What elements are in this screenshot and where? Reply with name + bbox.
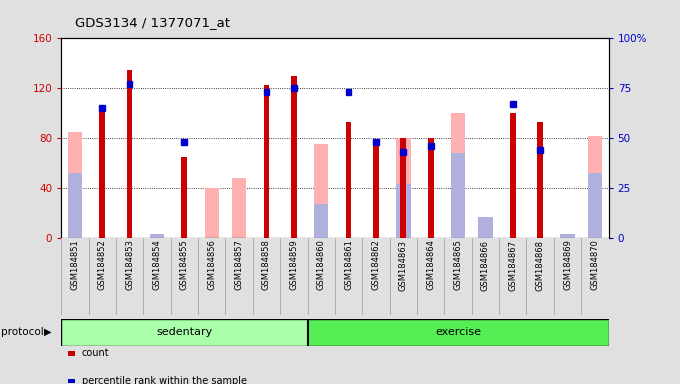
Bar — [373, 139, 379, 146]
Text: GSM184855: GSM184855 — [180, 240, 189, 290]
Text: GSM184857: GSM184857 — [235, 240, 243, 290]
Bar — [445, 238, 472, 315]
Text: GSM184864: GSM184864 — [426, 240, 435, 290]
Bar — [373, 142, 379, 238]
Text: GSM184862: GSM184862 — [371, 240, 380, 290]
Text: GSM184863: GSM184863 — [399, 240, 408, 291]
Bar — [198, 238, 226, 315]
Text: GSM184852: GSM184852 — [98, 240, 107, 290]
Text: GSM184869: GSM184869 — [563, 240, 572, 290]
Text: GSM184858: GSM184858 — [262, 240, 271, 290]
Text: GSM184854: GSM184854 — [152, 240, 161, 290]
Bar — [478, 223, 492, 238]
Bar — [581, 238, 609, 315]
Bar — [61, 238, 88, 315]
Bar — [499, 238, 526, 315]
Text: GSM184861: GSM184861 — [344, 240, 353, 290]
Bar — [510, 101, 515, 108]
Bar — [291, 85, 296, 91]
Bar — [205, 188, 219, 238]
Bar — [588, 173, 602, 238]
Bar — [396, 138, 411, 238]
Text: GSM184860: GSM184860 — [317, 240, 326, 290]
Bar — [362, 238, 390, 315]
Text: GSM184865: GSM184865 — [454, 240, 462, 290]
Bar — [99, 105, 105, 111]
Bar — [554, 238, 581, 315]
Bar — [390, 238, 417, 315]
Text: sedentary: sedentary — [156, 327, 212, 337]
Text: GDS3134 / 1377071_at: GDS3134 / 1377071_at — [75, 16, 230, 29]
Bar — [472, 238, 499, 315]
Bar — [537, 147, 543, 153]
Bar — [232, 178, 246, 238]
Bar — [588, 136, 602, 238]
Bar — [264, 89, 269, 96]
Text: exercise: exercise — [435, 327, 481, 337]
Bar — [182, 157, 187, 238]
Text: GSM184856: GSM184856 — [207, 240, 216, 290]
Bar — [291, 76, 296, 238]
Text: GSM184853: GSM184853 — [125, 240, 134, 290]
Bar — [396, 184, 411, 238]
Bar — [150, 234, 164, 238]
Bar — [68, 132, 82, 238]
Bar — [253, 238, 280, 315]
Bar — [126, 70, 133, 238]
Bar — [401, 138, 406, 238]
Bar — [451, 153, 465, 238]
Bar — [510, 113, 515, 238]
Text: GSM184870: GSM184870 — [590, 240, 599, 290]
Bar — [428, 143, 434, 149]
Bar — [61, 319, 307, 346]
Text: GSM184868: GSM184868 — [536, 240, 545, 291]
Text: GSM184859: GSM184859 — [290, 240, 299, 290]
Bar — [116, 238, 143, 315]
Bar — [225, 238, 253, 315]
Bar — [537, 122, 543, 238]
Bar — [280, 238, 307, 315]
Bar — [307, 238, 335, 315]
Text: count: count — [82, 348, 109, 358]
Bar — [314, 204, 328, 238]
Bar — [99, 104, 105, 238]
Bar — [451, 113, 465, 238]
Bar — [417, 238, 445, 315]
Bar — [88, 238, 116, 315]
Text: GSM184866: GSM184866 — [481, 240, 490, 291]
Text: percentile rank within the sample: percentile rank within the sample — [82, 376, 247, 384]
Text: protocol: protocol — [1, 327, 44, 337]
Bar — [428, 138, 434, 238]
Text: GSM184851: GSM184851 — [71, 240, 80, 290]
Bar — [335, 238, 362, 315]
Bar — [264, 84, 269, 238]
Bar — [345, 122, 352, 238]
Text: GSM184867: GSM184867 — [509, 240, 517, 291]
Bar — [126, 81, 133, 88]
Bar — [401, 149, 406, 156]
Bar — [526, 238, 554, 315]
Bar — [314, 144, 328, 238]
Bar — [478, 217, 492, 238]
Bar — [171, 238, 198, 315]
Bar — [68, 173, 82, 238]
Bar — [345, 89, 352, 96]
Text: ▶: ▶ — [44, 327, 52, 337]
Bar — [182, 139, 187, 146]
Bar — [307, 319, 609, 346]
Bar — [143, 238, 171, 315]
Bar — [560, 234, 575, 238]
